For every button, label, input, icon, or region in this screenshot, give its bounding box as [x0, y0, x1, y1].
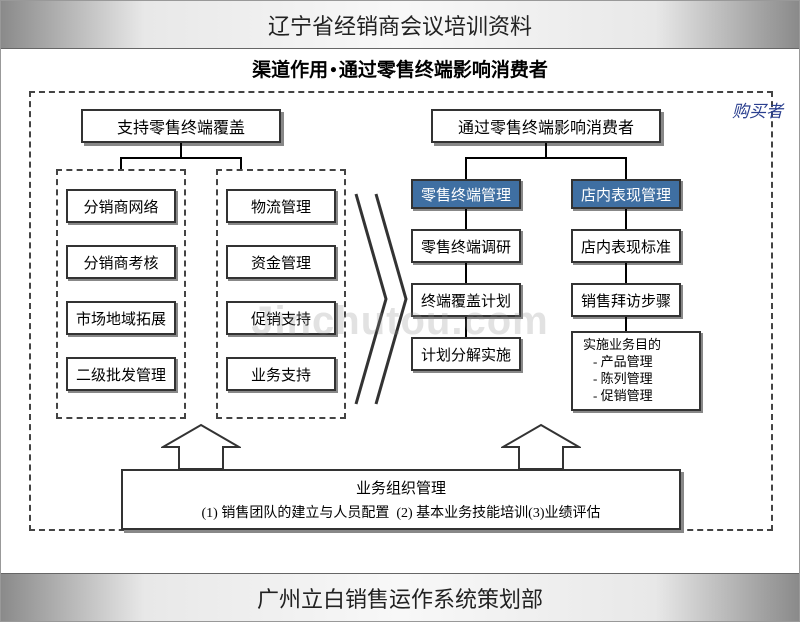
box-logistics: 物流管理 [226, 189, 336, 223]
subtitle: 渠道作用•通过零售终端影响消费者 [11, 55, 789, 82]
foot-box: 业务组织管理 (1) 销售团队的建立与人员配置 (2) 基本业务技能培训(3)业… [121, 469, 681, 530]
box-business-support: 业务支持 [226, 357, 336, 391]
biz-objectives-content: 实施业务目的 - 产品管理 - 陈列管理 - 促销管理 [577, 337, 661, 405]
box-sales-visit: 销售拜访步骤 [571, 283, 681, 317]
connector [465, 157, 627, 159]
box-instore-mgmt: 店内表现管理 [571, 179, 681, 209]
connector [240, 157, 242, 169]
foot-items: (1) 销售团队的建立与人员配置 (2) 基本业务技能培训(3)业绩评估 [133, 502, 669, 522]
subtitle-right: 通过零售终端影响消费者 [339, 60, 548, 81]
connector [625, 317, 627, 331]
slide: 辽宁省经销商会议培训资料 渠道作用•通过零售终端影响消费者 购买者 支持零售终端… [0, 0, 800, 622]
diagram-canvas: 渠道作用•通过零售终端影响消费者 购买者 支持零售终端覆盖 通过零售终端影响消费… [11, 49, 789, 573]
footer-bar: 广州立白销售运作系统策划部 [1, 573, 799, 621]
subtitle-sep: • [328, 60, 339, 81]
right-group-header: 通过零售终端影响消费者 [431, 109, 661, 143]
connector [625, 263, 627, 283]
box-distributor-assessment: 分销商考核 [66, 245, 176, 279]
foot-title: 业务组织管理 [133, 477, 669, 498]
box-retail-terminal-mgmt: 零售终端管理 [411, 179, 521, 209]
house-arrow-icon [161, 423, 241, 473]
box-distributor-network: 分销商网络 [66, 189, 176, 223]
subtitle-left: 渠道作用 [252, 60, 328, 81]
box-biz-objectives: 实施业务目的 - 产品管理 - 陈列管理 - 促销管理 [571, 331, 701, 411]
connector [120, 157, 242, 159]
footer-title: 广州立白销售运作系统策划部 [257, 582, 543, 614]
box-coverage-plan: 终端覆盖计划 [411, 283, 521, 317]
buyer-label: 购买者 [732, 97, 783, 122]
connector [465, 157, 467, 179]
header-bar: 辽宁省经销商会议培训资料 [1, 1, 799, 49]
connector [465, 263, 467, 283]
box-market-expansion: 市场地域拓展 [66, 301, 176, 335]
connector [465, 209, 467, 229]
box-wholesale-mgmt: 二级批发管理 [66, 357, 176, 391]
big-arrow-icon [351, 189, 411, 409]
box-finance: 资金管理 [226, 245, 336, 279]
box-promotion-support: 促销支持 [226, 301, 336, 335]
header-title: 辽宁省经销商会议培训资料 [268, 9, 532, 41]
connector [625, 209, 627, 229]
box-retail-research: 零售终端调研 [411, 229, 521, 263]
house-arrow-icon [501, 423, 581, 473]
connector [625, 157, 627, 179]
box-instore-standard: 店内表现标准 [571, 229, 681, 263]
left-group-header: 支持零售终端覆盖 [81, 109, 281, 143]
connector [465, 317, 467, 337]
box-plan-implementation: 计划分解实施 [411, 337, 521, 371]
connector [120, 157, 122, 169]
